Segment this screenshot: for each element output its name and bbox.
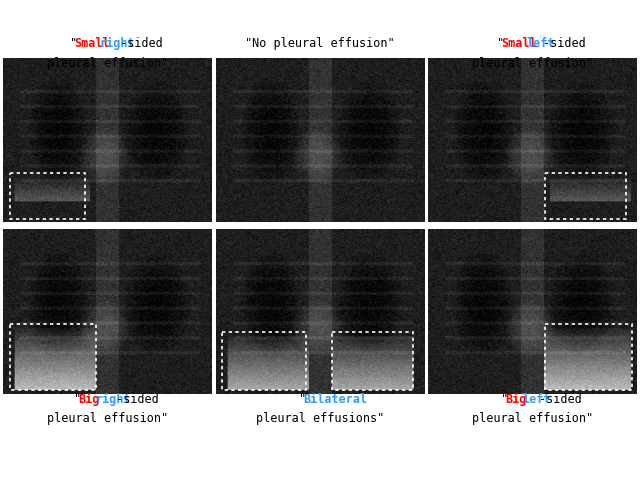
Text: pleural effusion": pleural effusion" — [47, 412, 168, 425]
Text: Bilateral: Bilateral — [303, 393, 367, 406]
Text: ": " — [300, 393, 307, 406]
Text: ": " — [70, 37, 77, 50]
Text: pleural effusion": pleural effusion" — [472, 57, 593, 70]
Text: right: right — [95, 393, 131, 406]
Text: pleural effusion": pleural effusion" — [47, 57, 168, 70]
Text: -sided: -sided — [120, 37, 163, 50]
Text: pleural effusions": pleural effusions" — [256, 412, 384, 425]
Text: -sided: -sided — [539, 393, 582, 406]
Text: -sided: -sided — [116, 393, 159, 406]
Text: pleural effusion": pleural effusion" — [472, 412, 593, 425]
Text: left: left — [522, 393, 550, 406]
Text: "No pleural effusion": "No pleural effusion" — [245, 37, 395, 50]
Text: Big: Big — [506, 393, 527, 406]
Text: right: right — [99, 37, 134, 50]
Text: ": " — [501, 393, 509, 406]
Text: left: left — [526, 37, 555, 50]
Text: ": " — [497, 37, 504, 50]
Text: -sided: -sided — [543, 37, 586, 50]
Text: Big: Big — [78, 393, 100, 406]
Text: ": " — [74, 393, 81, 406]
Text: Small: Small — [74, 37, 109, 50]
Text: Small: Small — [501, 37, 537, 50]
